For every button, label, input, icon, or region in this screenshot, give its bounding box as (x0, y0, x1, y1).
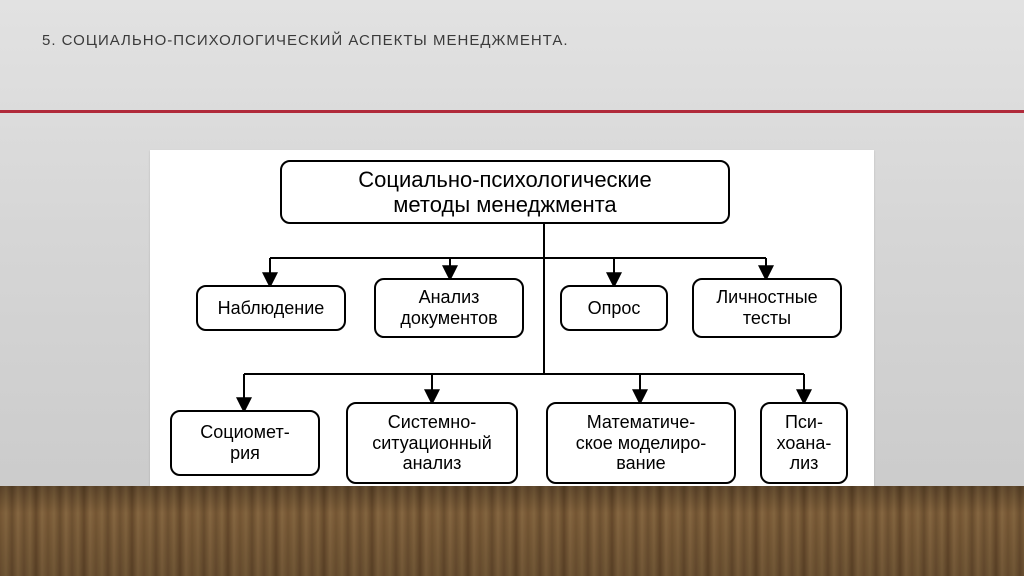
node-r1c1: Наблюдение (196, 285, 346, 331)
slide-title: 5. СОЦИАЛЬНО-ПСИХОЛОГИЧЕСКИЙ АСПЕКТЫ МЕН… (42, 32, 569, 49)
slide-divider (0, 110, 1024, 113)
node-r2c2: Системно-ситуационныйанализ (346, 402, 518, 484)
node-root: Социально-психологическиеметоды менеджме… (280, 160, 730, 224)
node-r1c3: Опрос (560, 285, 668, 331)
slide: 5. СОЦИАЛЬНО-ПСИХОЛОГИЧЕСКИЙ АСПЕКТЫ МЕН… (0, 0, 1024, 576)
floor-texture (0, 486, 1024, 576)
node-r1c4: Личностныетесты (692, 278, 842, 338)
node-r2c3: Математиче-ское моделиро-вание (546, 402, 736, 484)
node-r1c2: Анализдокументов (374, 278, 524, 338)
diagram-container: Социально-психологическиеметоды менеджме… (150, 150, 874, 510)
node-r2c4: Пси-хоана-лиз (760, 402, 848, 484)
node-r2c1: Социомет-рия (170, 410, 320, 476)
diagram: Социально-психологическиеметоды менеджме… (150, 150, 874, 510)
